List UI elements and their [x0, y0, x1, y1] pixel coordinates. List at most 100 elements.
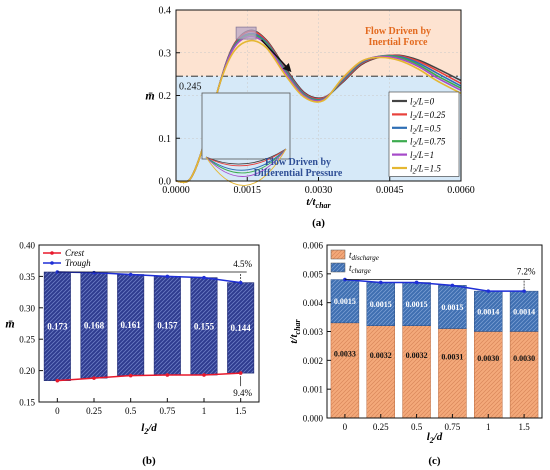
- inertial-region-label-line1: Flow Driven by: [365, 26, 431, 37]
- a-legend-prefix: l: [410, 150, 413, 160]
- b-bar-label-4: 0.155: [194, 321, 215, 331]
- a-legend-label-1: l2/L=0.25: [410, 110, 446, 122]
- a-legend-label-0: l2/L=0: [410, 97, 435, 109]
- c-bars-group: 0.0033 0.0015 0.0032 0.0015 0.0032 0.0015 0.00…: [330, 279, 539, 419]
- trough-point-2: [128, 373, 133, 378]
- total-change-annotation: 7.2%: [517, 267, 536, 277]
- a-legend: l2/L=0l2/L=0.25l2/L=0.5l2/L=0.75l2/L=1l2…: [388, 91, 460, 177]
- c-x-tick-label: 0.5: [411, 422, 423, 432]
- trough-point-0: [55, 378, 60, 383]
- c-charge-label-3: 0.0015: [441, 303, 463, 312]
- c-discharge-label-1: 0.0032: [370, 351, 392, 360]
- c-y-tick-label: 0.005: [303, 269, 324, 279]
- b-bar-label-1: 0.168: [84, 320, 105, 330]
- crest-line: [57, 271, 241, 284]
- a-legend-mid: /L=: [415, 97, 430, 107]
- b-x-tick-label: 0.75: [159, 406, 175, 416]
- c-legend-sub: discharge: [352, 254, 379, 262]
- c-xlabel-main: l: [427, 431, 431, 443]
- a-legend-mid: /L=: [415, 137, 430, 147]
- c-x-tick-label: 0: [343, 422, 348, 432]
- a-legend-value: 1: [430, 150, 435, 160]
- b-x-tick-label: 0.25: [86, 406, 102, 416]
- inset-curve-0: [205, 148, 287, 165]
- b-bar-4: [190, 277, 218, 376]
- zoom-arrow: [260, 39, 292, 73]
- c-discharge-label-4: 0.0030: [477, 354, 499, 363]
- a-legend-mid: /L=: [415, 150, 430, 160]
- a-x-tick-label: 0.0015: [234, 185, 262, 196]
- trough-change-annotation: 9.4%: [233, 388, 252, 398]
- a-legend-sub: 2: [413, 141, 417, 149]
- panel-a-label: (a): [312, 217, 325, 229]
- c-charge-bar-3: [438, 285, 467, 329]
- panel-c-label: (c): [428, 455, 441, 467]
- trough-point-1: [92, 376, 96, 380]
- a-x-tick-label: 0.0030: [305, 185, 333, 196]
- a-legend-sub: 2: [413, 101, 417, 109]
- panel-b: 0.173 0.168 0.161 0.157 0.155 0.144 CrestTrou…: [5, 241, 260, 467]
- a-x-tick-label: 0.0060: [447, 185, 475, 196]
- c-discharge-bar-2: [402, 325, 431, 419]
- b-y-tick-label: 0.35: [19, 272, 35, 282]
- c-discharge-bar-0: [330, 322, 360, 419]
- a-legend-sub: 2: [413, 168, 417, 176]
- inset-curve-2: [205, 148, 287, 171]
- crest-point-5: [238, 280, 243, 285]
- crest-point-2: [128, 272, 133, 277]
- c-x-tick-label: 0.75: [445, 422, 461, 432]
- b-y-tick-label: 0.15: [19, 398, 35, 408]
- b-y-tick-label: 0.25: [19, 335, 35, 345]
- c-charge-label-1: 0.0015: [370, 300, 392, 309]
- c-legend-main: t: [349, 263, 352, 273]
- b-legend-marker-1: [50, 261, 54, 265]
- a-y-tick-label: 0.2: [159, 91, 172, 102]
- c-lines-group: [343, 277, 531, 293]
- trough-line: [57, 372, 241, 382]
- c-y-tick-label: 0.002: [303, 356, 323, 366]
- c-charge-label-0: 0.0015: [334, 297, 356, 306]
- a-legend-prefix: l: [410, 137, 413, 147]
- a-legend-label-3: l2/L=0.75: [410, 137, 446, 149]
- c-charge-bar-5: [509, 290, 539, 332]
- c-discharge-label-3: 0.0031: [441, 352, 463, 361]
- b-y-axis-label: m̄: [5, 317, 14, 331]
- b-bar-2: [117, 274, 145, 376]
- a-legend-prefix: l: [410, 110, 413, 120]
- a-legend-sub: 2: [413, 154, 417, 162]
- inertial-region-label-line2: Inertial Force: [369, 37, 429, 48]
- pressure-region-label-line1: Flow Driven by: [265, 157, 331, 168]
- c-plot-background: [327, 245, 542, 418]
- c-discharge-label-0: 0.0033: [334, 349, 356, 358]
- b-bar-5: [227, 282, 255, 374]
- c-legend-main: t: [349, 250, 352, 260]
- b-bar-label-2: 0.161: [121, 320, 142, 330]
- b-legend-marker-0: [50, 251, 54, 255]
- c-charge-bar-2: [402, 282, 431, 326]
- b-xlabel-tail: /d: [147, 422, 157, 434]
- c-y-tick-label: 0.001: [303, 385, 323, 395]
- a-legend-mid: /L=: [415, 110, 430, 120]
- c-charge-label-5: 0.0014: [513, 307, 535, 316]
- c-discharge-bar-4: [474, 331, 503, 419]
- a-legend-sub: 2: [413, 114, 417, 122]
- b-bar-0: [43, 271, 71, 381]
- threshold-label: 0.245: [179, 81, 202, 92]
- inset-curve-3: [205, 148, 287, 174]
- inset-zoom-plot: [201, 92, 291, 160]
- inset-curve-1: [205, 148, 287, 167]
- trough-point-4: [202, 373, 206, 377]
- c-legend-swatch-0: [330, 249, 346, 260]
- b-bar-label-3: 0.157: [157, 321, 178, 331]
- a-y-tick-label: 0.1: [159, 134, 172, 145]
- a-legend-value: 0.75: [430, 137, 446, 147]
- a-y-tick-label: 0.4: [159, 6, 172, 17]
- c-total-point-1: [378, 280, 383, 285]
- c-legend-label-1: tcharge: [349, 263, 371, 275]
- a-legend-value: 0: [430, 97, 435, 107]
- trough-point-5: [238, 371, 243, 375]
- a-xlabel-main: t/t: [306, 196, 316, 208]
- c-ylabel-sub: char: [293, 318, 302, 334]
- a-x-tick-label: 0.0000: [162, 185, 190, 196]
